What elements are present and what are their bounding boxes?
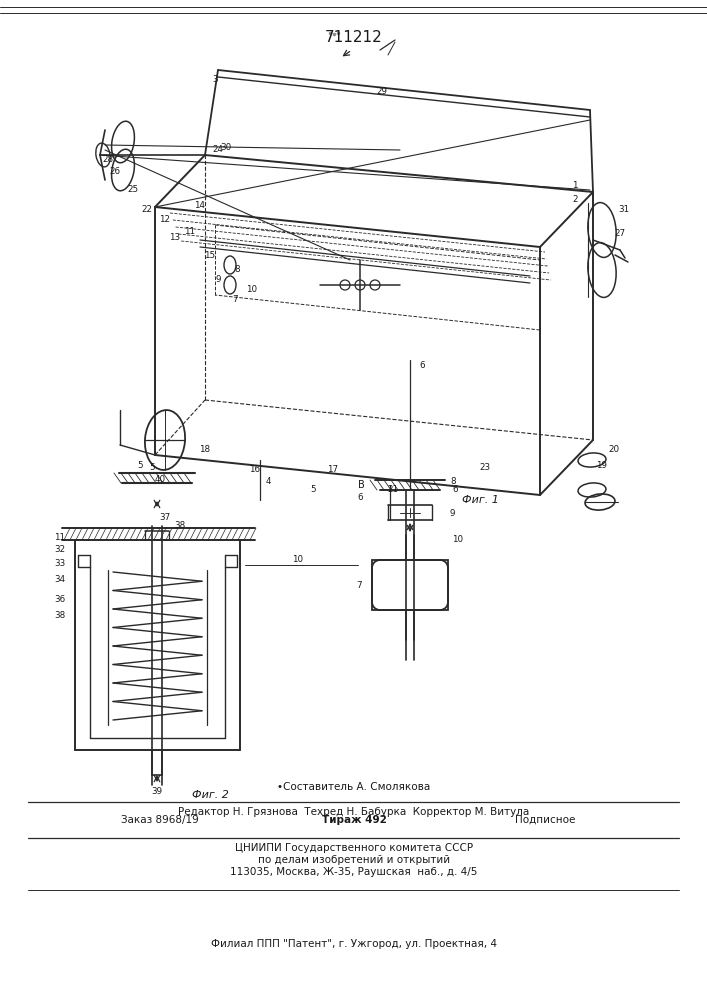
Text: 7: 7 — [232, 296, 238, 304]
Text: 11: 11 — [185, 228, 196, 236]
Text: 40: 40 — [154, 476, 165, 485]
Text: 113035, Москва, Ж-35, Раушская  наб., д. 4/5: 113035, Москва, Ж-35, Раушская наб., д. … — [230, 867, 478, 877]
Text: •Составитель А. Смолякова: •Составитель А. Смолякова — [277, 782, 431, 792]
Text: 3: 3 — [212, 76, 218, 85]
Text: 19: 19 — [597, 460, 607, 470]
Text: 36: 36 — [54, 595, 66, 604]
Text: 5: 5 — [149, 464, 155, 473]
Text: 1: 1 — [572, 180, 578, 190]
Text: 10: 10 — [247, 286, 257, 294]
Text: 18: 18 — [199, 446, 211, 454]
Text: 21: 21 — [387, 486, 399, 494]
Text: 15: 15 — [204, 251, 216, 260]
Text: 6: 6 — [357, 493, 363, 502]
Text: 14: 14 — [194, 200, 206, 210]
Text: 29: 29 — [377, 88, 387, 97]
Text: 27: 27 — [614, 230, 626, 238]
Text: 12: 12 — [160, 216, 170, 225]
Text: 10: 10 — [293, 556, 303, 564]
Text: Филиал ППП "Патент", г. Ужгород, ул. Проектная, 4: Филиал ППП "Патент", г. Ужгород, ул. Про… — [211, 939, 497, 949]
Text: 8: 8 — [450, 478, 455, 487]
Text: 24: 24 — [213, 145, 223, 154]
Text: 8: 8 — [234, 265, 240, 274]
Text: 25: 25 — [127, 186, 139, 194]
Text: 32: 32 — [54, 546, 66, 554]
Text: 20: 20 — [609, 446, 619, 454]
Text: 22: 22 — [141, 206, 153, 215]
Text: Заказ 8968/19: Заказ 8968/19 — [121, 815, 199, 825]
Text: по делам изобретений и открытий: по делам изобретений и открытий — [258, 855, 450, 865]
Text: 38: 38 — [54, 610, 66, 619]
Text: 711212: 711212 — [325, 30, 383, 45]
Text: 11: 11 — [54, 534, 66, 542]
Text: Тираж 492: Тираж 492 — [322, 815, 387, 825]
Text: 5: 5 — [137, 462, 143, 471]
Text: 28: 28 — [103, 155, 114, 164]
Text: Редактор Н. Грязнова  Техред Н. Бабурка  Корректор М. Витула: Редактор Н. Грязнова Техред Н. Бабурка К… — [178, 807, 530, 817]
Text: 37: 37 — [159, 514, 170, 522]
Text: 38: 38 — [175, 520, 186, 530]
Text: 4: 4 — [265, 478, 271, 487]
Text: Подписное: Подписное — [515, 815, 575, 825]
Text: 33: 33 — [54, 560, 66, 568]
Text: ЦНИИПИ Государственного комитета СССР: ЦНИИПИ Государственного комитета СССР — [235, 843, 473, 853]
Text: B: B — [358, 480, 365, 490]
Text: Фиг. 1: Фиг. 1 — [462, 495, 498, 505]
Text: 34: 34 — [54, 576, 66, 584]
Text: 13: 13 — [170, 233, 180, 242]
Text: 17: 17 — [327, 466, 339, 475]
Text: 5: 5 — [310, 486, 316, 494]
Text: 26: 26 — [110, 167, 120, 176]
Text: 10: 10 — [452, 536, 463, 544]
Text: 7: 7 — [356, 580, 362, 589]
Text: 6: 6 — [452, 486, 457, 494]
Text: 31: 31 — [619, 206, 629, 215]
Text: 23: 23 — [479, 464, 491, 473]
Text: Фиг. 2: Фиг. 2 — [192, 790, 228, 800]
Text: 9: 9 — [215, 275, 221, 284]
Text: 6: 6 — [419, 360, 425, 369]
Text: 30: 30 — [221, 143, 232, 152]
Text: 2: 2 — [572, 196, 578, 205]
Text: 16: 16 — [250, 466, 260, 475]
Text: 39: 39 — [151, 788, 163, 796]
Text: 9: 9 — [450, 508, 455, 518]
